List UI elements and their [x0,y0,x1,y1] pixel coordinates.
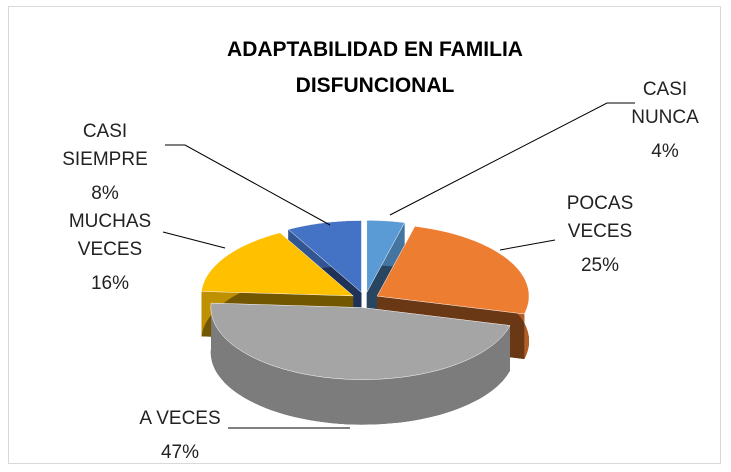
slice-value-label: 4% [651,141,679,162]
slice-wall [210,303,511,425]
leader-line [389,102,635,216]
slice-label: POCAS VECES [566,193,634,242]
chart-title: ADAPTABILIDAD EN FAMILIA DISFUNCIONAL [227,38,523,97]
slice-label: CASI NUNCA [631,79,699,128]
slice-top [376,226,530,315]
slice-top [210,302,511,380]
slice-value-label: 8% [91,183,119,204]
leader-line [162,231,226,249]
slice-value-label: 16% [90,273,130,294]
slice-top [366,220,405,293]
slice-label: A VECES [139,408,221,429]
leader-line [499,239,556,251]
slice-top [201,232,354,297]
slice-value-label: 25% [580,255,620,276]
slice-label: CASI SIEMPRE [62,121,148,170]
pie-slice [210,302,511,425]
leader-line [165,144,331,226]
slice-label: MUCHAS VECES [68,211,152,260]
slice-value-label: 47% [160,442,200,463]
chart-frame [8,6,721,464]
slice-top [287,220,362,294]
